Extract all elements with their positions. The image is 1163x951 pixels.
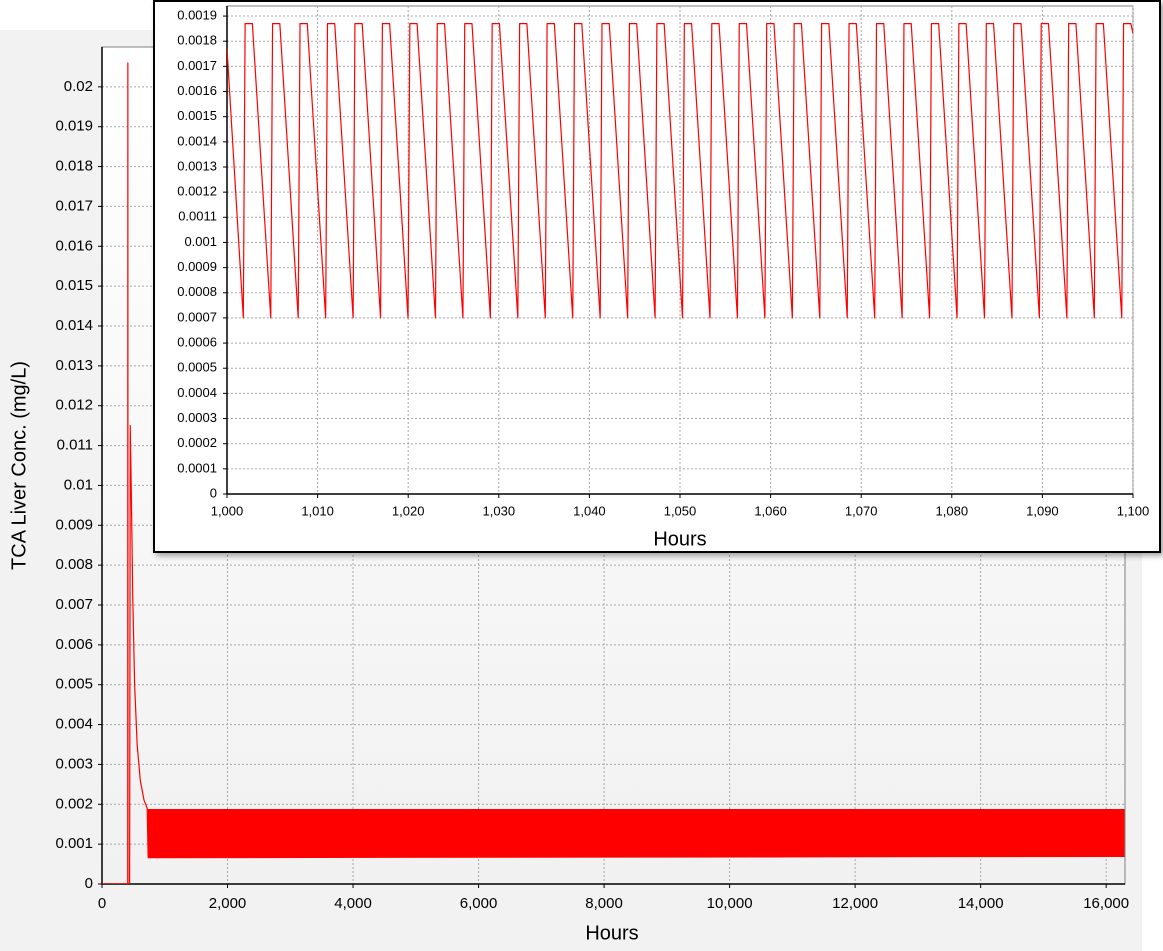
y-tick-label: 0.0019	[177, 7, 217, 22]
y-tick-label: 0.017	[55, 197, 93, 214]
y-tick-label: 0.0004	[177, 385, 217, 400]
y-tick-label: 0.0003	[177, 410, 217, 425]
x-tick-label: 12,000	[832, 895, 878, 912]
x-tick-label: 1,080	[936, 503, 969, 518]
y-tick-label: 0.0006	[177, 335, 217, 350]
y-tick-label: 0.005	[55, 676, 93, 693]
y-tick-label: 0.009	[55, 516, 93, 533]
x-tick-label: 14,000	[958, 895, 1004, 912]
x-tick-label: 1,040	[573, 503, 606, 518]
x-tick-label: 4,000	[334, 895, 372, 912]
y-tick-label: 0.001	[55, 835, 93, 852]
x-tick-label: 1,030	[483, 503, 516, 518]
x-axis-label: Hours	[653, 528, 706, 550]
x-tick-label: 1,090	[1026, 503, 1059, 518]
x-tick-label: 1,100	[1117, 503, 1150, 518]
y-tick-label: 0.008	[55, 556, 93, 573]
y-tick-label: 0.001	[184, 234, 217, 249]
y-tick-label: 0.018	[55, 158, 93, 175]
y-tick-label: 0.006	[55, 636, 93, 653]
y-tick-label: 0.003	[55, 755, 93, 772]
x-tick-label: 1,050	[664, 503, 697, 518]
y-tick-label: 0.012	[55, 397, 93, 414]
inset-chart: 0 0.0001 0.0002 0.0003 0.0004 0.0005 0.0006 0.0…	[177, 5, 1150, 550]
x-tick-label: 0	[98, 895, 106, 912]
x-tick-label: 2,000	[209, 895, 247, 912]
y-tick-label: 0.0008	[177, 284, 217, 299]
x-tick-label: 1,060	[754, 503, 787, 518]
y-tick-label: 0.007	[55, 596, 93, 613]
y-tick-label: 0.0014	[177, 133, 217, 148]
x-tick-label: 8,000	[585, 895, 623, 912]
y-tick-label: 0.0002	[177, 435, 217, 450]
y-tick-label: 0.016	[55, 237, 93, 254]
y-axis-label: TCA Liver Conc. (mg/L)	[8, 361, 30, 570]
y-tick-label: 0.019	[55, 118, 93, 135]
y-tick-label: 0.0012	[177, 184, 217, 199]
oscillation-band	[147, 808, 1125, 859]
y-tick-label: 0	[85, 875, 93, 892]
y-tick-label: 0.014	[55, 317, 93, 334]
y-tick-label: 0.0018	[177, 33, 217, 48]
x-tick-label: 1,010	[301, 503, 334, 518]
y-tick-label: 0.013	[55, 357, 93, 374]
y-tick-label: 0.0007	[177, 309, 217, 324]
x-tick-label: 1,070	[845, 503, 878, 518]
y-tick-label: 0.0016	[177, 83, 217, 98]
y-tick-label: 0.015	[55, 277, 93, 294]
x-tick-label: 1,020	[392, 503, 425, 518]
y-tick-label: 0.0005	[177, 360, 217, 375]
y-tick-label: 0.0015	[177, 108, 217, 123]
y-tick-label: 0.01	[64, 476, 93, 493]
y-tick-label: 0.0011	[178, 209, 217, 224]
y-tick-label: 0.0009	[177, 259, 217, 274]
y-tick-label: 0.004	[55, 716, 93, 733]
y-tick-label: 0.0017	[177, 58, 217, 73]
x-tick-label: 6,000	[460, 895, 498, 912]
data-line	[227, 23, 1133, 319]
x-tick-label: 16,000	[1083, 895, 1129, 912]
y-tick-label: 0.002	[55, 795, 93, 812]
x-tick-label: 1,000	[211, 503, 244, 518]
y-tick-label: 0.0001	[177, 460, 217, 475]
y-tick-label: 0.0013	[177, 158, 217, 173]
data-line	[102, 62, 149, 884]
x-tick-label: 10,000	[707, 895, 753, 912]
y-tick-label: 0.02	[64, 78, 93, 95]
y-tick-label: 0.011	[57, 437, 93, 454]
x-axis-label: Hours	[585, 922, 638, 944]
y-tick-label: 0	[210, 485, 217, 500]
